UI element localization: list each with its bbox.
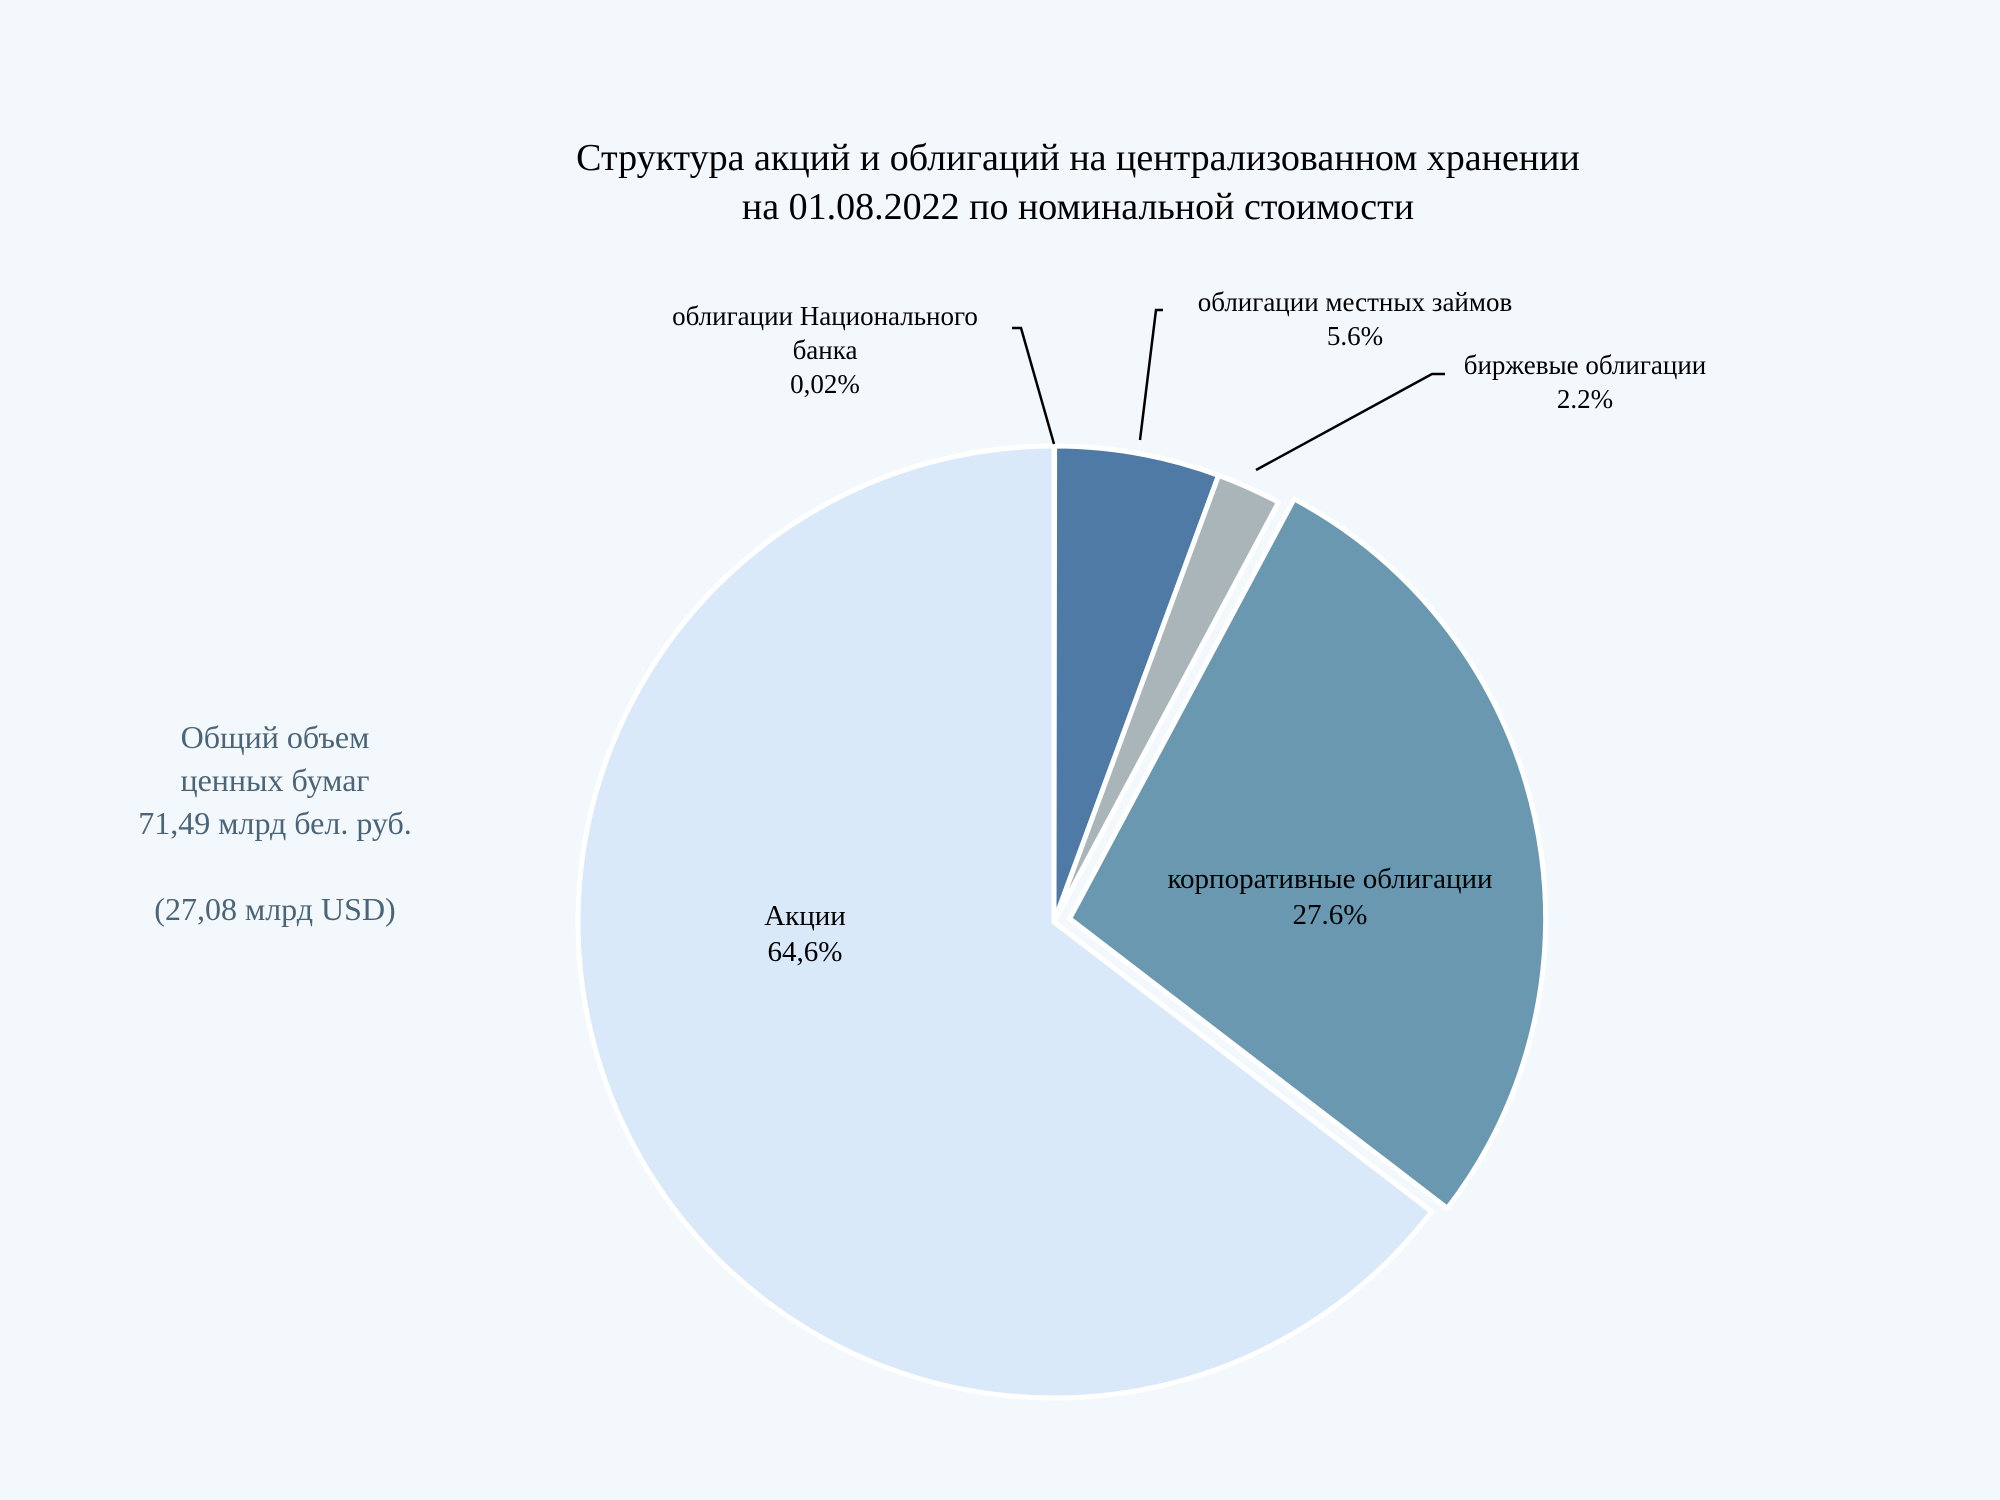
slice-name-корпоративные-облигации-0: корпоративные облигации [1167,863,1492,895]
side-note-line-2: ценных бумаг [180,762,369,798]
slice-value-облигации-национального-банка: 0,02% [790,369,860,399]
slice-value-акции: 64,6% [768,936,843,968]
pie-slice-акции [575,443,1435,1401]
pie-slice-корпоративные-облигации [1067,496,1549,1211]
slice-value-облигации-местных-займов: 5.6% [1327,321,1383,351]
pie-slice-биржевые-облигации [1051,472,1282,925]
slice-name-облигации-национального-банка-0: облигации Национального [672,301,978,331]
leader-line-облигации-национального-банка [1012,326,1056,445]
pie-slices [575,443,1549,1401]
side-note-line-1: Общий объем [181,719,370,755]
chart-title-line-1: Структура акций и облигаций на централиз… [576,137,1580,179]
side-note-line-5: (27,08 млрд USD) [154,891,395,927]
leader-line-облигации-местных-займов [1138,308,1163,441]
side-note-line-3: 71,49 млрд бел. руб. [138,805,412,841]
slice-value-корпоративные-облигации: 27.6% [1293,899,1368,931]
chart-title-line-2: на 01.08.2022 по номинальной стоимости [742,186,1414,228]
slice-name-акции-0: Акции [764,900,846,932]
leader-lines [1012,308,1445,472]
pie-slice-облигации-местных-займов [1051,443,1222,925]
slice-labels: облигации Национального банка 0,02% облигац… [672,287,1706,968]
leader-line-биржевые-облигации [1255,372,1445,472]
slice-name-биржевые-облигации-0: биржевые облигации [1464,350,1707,380]
slice-name-облигации-национального-банка-1: банка [793,335,858,365]
slice-name-облигации-местных-займов-0: облигации местных займов [1198,287,1512,317]
slice-value-биржевые-облигации: 2.2% [1557,384,1613,414]
total-volume-note: Общий объем ценных бумаг 71,49 млрд бел.… [138,719,412,927]
